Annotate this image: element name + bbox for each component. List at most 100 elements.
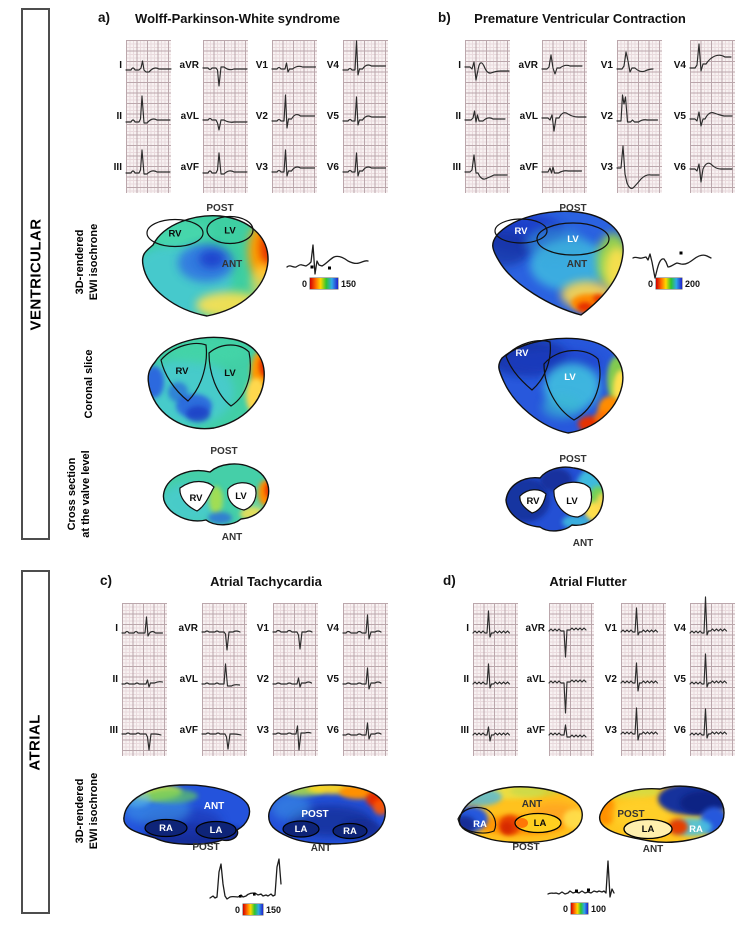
ecg-strip bbox=[541, 40, 587, 193]
ecg-column-c-augmented: aVR aVL aVF bbox=[168, 603, 247, 756]
label-rv: RV bbox=[515, 348, 529, 359]
lead-label: V2 bbox=[600, 111, 613, 122]
lead-label: aVF bbox=[180, 162, 199, 173]
label-ra: RA bbox=[159, 823, 173, 834]
lead-label: aVL bbox=[180, 111, 199, 122]
label-rv: RV bbox=[189, 493, 203, 504]
atria-view-right-c: POST LA RA ANT bbox=[268, 784, 386, 854]
ecg-trace bbox=[541, 112, 587, 132]
atria-view-right-d: POST LA RA ANT bbox=[599, 785, 725, 855]
marker-icon bbox=[575, 889, 578, 893]
panel-d-letter: d) bbox=[443, 573, 456, 588]
marker-icon bbox=[310, 265, 314, 269]
label-la: LA bbox=[642, 824, 655, 835]
panel-b-title: Premature Ventricular Contraction bbox=[474, 11, 686, 26]
colorbar-max: 150 bbox=[341, 278, 357, 289]
ecg-column-a-augmented: aVR aVL aVF bbox=[169, 40, 248, 193]
lead-label: V5 bbox=[673, 111, 686, 122]
ecg-column-a-v123: V1 V2 V3 bbox=[238, 40, 317, 193]
ecg-column-d-v456: V4 V5 V6 bbox=[656, 596, 735, 756]
ecg-column-d-limb: I II III bbox=[439, 603, 518, 756]
label-rv: RV bbox=[168, 229, 182, 240]
lead-label: V5 bbox=[326, 674, 339, 685]
label-lv: LV bbox=[224, 368, 236, 379]
ecg-trace bbox=[689, 596, 728, 636]
row-label-cross-section: Cross section at the valve level bbox=[65, 450, 92, 538]
colorbar-gradient bbox=[571, 903, 589, 914]
ecg-trace bbox=[464, 110, 506, 123]
ecg-strip bbox=[201, 603, 247, 756]
ecg-strip bbox=[620, 603, 666, 756]
panel-c-title: Atrial Tachycardia bbox=[210, 574, 322, 589]
ecg-trace bbox=[342, 40, 387, 76]
colorbar-min: 0 bbox=[302, 278, 308, 289]
row-label-ventricular-isochrone: 3D-rendered EWI isochrone bbox=[73, 223, 100, 301]
label-rv: RV bbox=[514, 226, 528, 237]
ecg-trace bbox=[541, 54, 583, 75]
lead-label: V3 bbox=[255, 162, 268, 173]
ecg-strip bbox=[616, 40, 662, 193]
panel-a-letter: a) bbox=[98, 10, 111, 25]
colorbar-min: 0 bbox=[235, 904, 241, 915]
panel-d-title: Atrial Flutter bbox=[549, 574, 627, 589]
lead-label: V4 bbox=[326, 623, 339, 634]
ecg-column-d-augmented: aVR aVL aVF bbox=[515, 603, 594, 756]
lead-label: V6 bbox=[673, 162, 686, 173]
ecg-column-b-augmented: aVR aVL aVF bbox=[508, 40, 587, 193]
ecg-trace bbox=[472, 610, 511, 638]
lead-label: III bbox=[109, 725, 118, 736]
lead-label: aVL bbox=[526, 674, 545, 685]
lead-label: V1 bbox=[600, 60, 613, 71]
section-box-atrial: ATRIAL bbox=[21, 570, 50, 914]
lead-label: aVR bbox=[178, 623, 198, 634]
label-ant: ANT bbox=[311, 843, 332, 854]
label-ant: ANT bbox=[567, 259, 588, 270]
ecg-trace bbox=[464, 154, 508, 180]
ewi-isochrone-3d-a: POST RV LV ANT bbox=[141, 203, 269, 317]
lead-label: I bbox=[115, 623, 118, 634]
label-la: LA bbox=[210, 825, 223, 836]
ecg-trace bbox=[121, 679, 164, 688]
lead-label: aVF bbox=[526, 725, 545, 736]
lead-label: V4 bbox=[326, 60, 339, 71]
lead-label: III bbox=[460, 725, 469, 736]
colorbar-gradient bbox=[243, 904, 264, 915]
ecg-trace bbox=[689, 111, 733, 127]
atria-view-left-d: ANT RA LA POST bbox=[457, 786, 583, 853]
label-post: POST bbox=[206, 203, 233, 214]
lead-label: aVF bbox=[179, 725, 198, 736]
ecg-trace bbox=[121, 616, 164, 637]
ecg-trace bbox=[342, 96, 387, 126]
marker-icon bbox=[239, 895, 242, 898]
label-ra: RA bbox=[689, 824, 703, 835]
lead-label: V6 bbox=[326, 162, 339, 173]
ecg-column-b-v123: V1 V2 V3 bbox=[583, 40, 662, 193]
ecg-reference-trace-b bbox=[632, 251, 712, 279]
lead-label: V5 bbox=[673, 674, 686, 685]
lead-label: III bbox=[452, 162, 461, 173]
label-ant: ANT bbox=[643, 844, 664, 855]
label-post: POST bbox=[617, 809, 644, 820]
ecg-strip bbox=[472, 603, 518, 756]
section-label-atrial: ATRIAL bbox=[27, 713, 44, 771]
lead-label: V4 bbox=[673, 623, 686, 634]
ecg-trace bbox=[125, 60, 172, 73]
label-ant: ANT bbox=[222, 532, 243, 543]
panel-c-letter: c) bbox=[100, 573, 113, 588]
ecg-trace bbox=[342, 614, 382, 640]
section-box-ventricular: VENTRICULAR bbox=[21, 8, 50, 540]
colorbar-a: 0 150 bbox=[302, 278, 356, 289]
ecg-column-a-limb: I II III bbox=[92, 40, 172, 193]
lead-label: II bbox=[112, 674, 118, 685]
ecg-strip bbox=[689, 40, 735, 193]
lead-label: aVF bbox=[519, 162, 538, 173]
lead-label: V1 bbox=[256, 623, 269, 634]
lead-label: V1 bbox=[255, 60, 268, 71]
ecg-strip bbox=[464, 40, 510, 193]
section-label-ventricular: VENTRICULAR bbox=[27, 218, 44, 330]
ecg-trace bbox=[689, 162, 733, 183]
lead-label: aVL bbox=[179, 674, 198, 685]
atria-view-left-c: ANT RA LA POST bbox=[123, 784, 251, 853]
cross-section-b: POST RV LV ANT bbox=[505, 454, 604, 549]
lead-label: V3 bbox=[600, 162, 613, 173]
